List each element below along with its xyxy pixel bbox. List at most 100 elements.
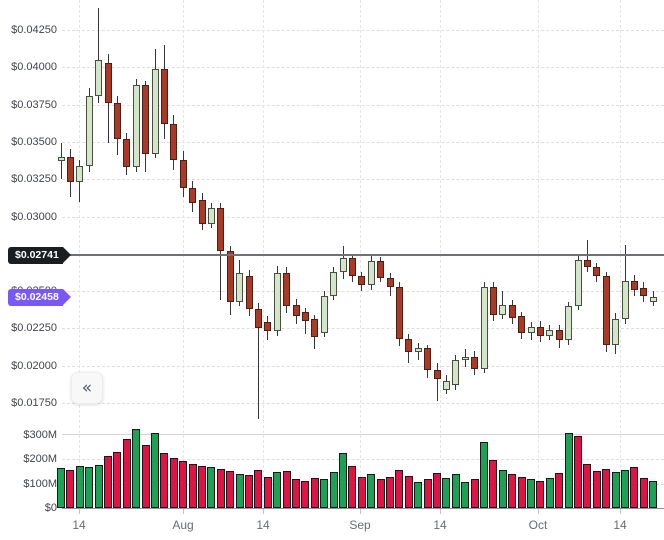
time-axis-label: 14 [72,518,86,532]
candlestick [189,188,197,204]
collapse-panel-button[interactable]: « [71,372,103,404]
candlestick [452,359,460,386]
candlestick [574,259,582,307]
volume-bar [66,469,75,508]
candlestick [85,95,93,166]
candlestick [508,304,516,318]
time-axis-label: 14 [613,518,627,532]
candlestick [104,62,112,104]
candlestick [405,338,413,353]
volume-bar [235,473,244,508]
volume-bar [339,452,347,508]
candlestick [339,258,347,272]
candle-wick [182,150,184,198]
candle-wick [323,291,325,338]
candle-wick [201,192,203,230]
candlestick [640,288,648,296]
candlestick [66,156,74,183]
candlestick [489,286,497,315]
volume-bar [480,441,488,508]
price-axis-label: $0.03000 [11,210,57,223]
volume-bar [273,472,282,508]
price-axis-label: $0.04000 [11,61,57,74]
volume-bar [320,479,329,508]
candlestick [546,329,554,336]
candle-wick [286,267,288,314]
volume-axis-label: $200M [23,453,57,466]
volume-bar [404,475,413,508]
volume-bar [433,473,441,508]
candlestick [95,59,103,96]
candle-wick [558,325,560,348]
volume-bar [555,472,564,508]
time-axis-label: Sep [349,518,371,532]
candlestick [283,273,291,306]
volume-bar [282,471,291,508]
candlestick [471,356,479,369]
volume-bar [386,476,394,508]
candlestick [123,138,131,168]
volume-bar [649,480,658,508]
volume-bar [517,476,526,508]
volume-gridline [62,483,664,485]
volume-bar [489,459,498,508]
candlestick [254,309,262,329]
volume-bar [545,478,554,508]
candlestick [264,322,272,332]
candle-wick [145,80,147,172]
candle-wick [163,44,165,139]
candle-wick [652,291,654,306]
candlestick [621,280,629,320]
candlestick [499,304,507,315]
candlestick [226,250,234,302]
candlestick [207,207,215,224]
candlestick [348,258,356,277]
horizontal-price-line[interactable] [66,254,664,257]
candle-wick [192,180,194,213]
volume-bar [122,439,131,508]
price-axis-label: $0.01750 [11,397,57,409]
time-axis-tick [538,509,539,514]
candle-wick [276,265,278,336]
candle-wick [615,313,617,354]
candlestick [461,356,469,360]
candle-wick [464,349,466,368]
candlestick [198,200,206,224]
candle-wick [239,259,241,307]
candlestick [236,273,244,302]
volume-zero-axis-line [62,508,664,509]
candlestick [330,271,338,296]
candlestick [414,347,422,353]
time-axis-label: 14 [256,518,270,532]
candlestick [630,280,638,290]
candle-wick [568,301,570,345]
candle-wick [220,203,222,301]
candlestick [245,276,253,309]
candle-wick [314,314,316,350]
candlestick [527,326,535,333]
candlestick [132,85,140,168]
candle-wick [530,322,532,341]
candlestick [612,319,620,345]
volume-bar [85,467,94,508]
price-gridline [62,104,664,106]
volume-bar [451,474,460,508]
volume-bar [376,478,385,508]
candle-wick [135,79,137,172]
volume-bar [395,469,404,508]
time-axis-tick [263,509,264,514]
candle-wick [333,267,335,301]
price-axis-label: $0.03750 [11,98,57,111]
volume-bar [639,478,648,508]
volume-bar [75,466,84,508]
volume-bar [367,474,376,508]
candle-wick [417,343,419,360]
price-axis-label: $0.02000 [11,359,57,372]
volume-bar [348,466,357,508]
volume-axis-label: $100M [23,477,57,490]
volume-axis-label: $300M [23,429,57,442]
price-gridline [62,216,664,218]
volume-bar [198,466,206,508]
